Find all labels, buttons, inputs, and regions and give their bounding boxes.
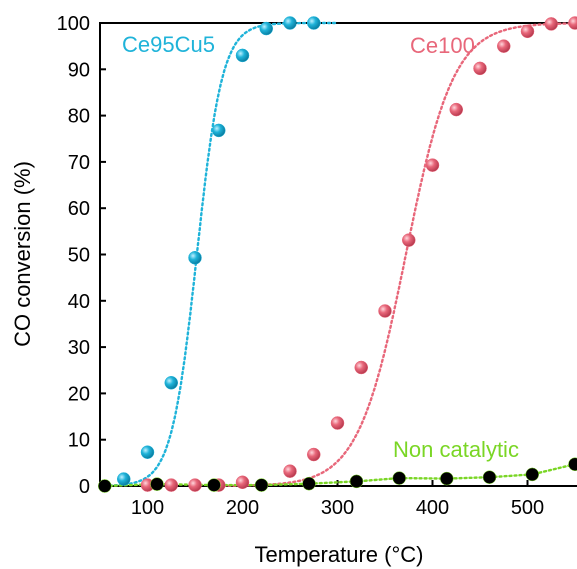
data-point [98,479,112,493]
y-tick-label: 90 [68,59,90,81]
data-point [164,376,178,390]
series-label-1: Ce100 [410,33,475,58]
data-point [568,16,577,30]
data-point [235,475,250,490]
series-labels: Ce95Cu5 Ce100 Non catalytic [122,32,519,462]
data-point [330,416,345,430]
data-point [207,478,221,492]
y-tick-label: 100 [57,13,90,35]
data-point [568,457,577,471]
x-tick-label: 300 [321,497,354,519]
y-tick-label: 30 [68,337,90,359]
data-points [98,16,577,493]
data-point [283,16,297,30]
data-point [482,470,497,484]
data-point [188,250,202,265]
y-tick-label: 70 [68,152,90,174]
data-point [425,158,440,172]
x-axis-label: Temperature (°C) [255,542,424,567]
data-point [497,39,511,53]
y-tick-label: 50 [68,245,90,267]
data-point [520,24,535,39]
series-label-2: Non catalytic [393,437,519,462]
x-tick-label: 500 [511,497,544,519]
y-tick-label: 0 [79,476,90,498]
data-point [392,471,406,485]
data-point [525,467,539,482]
y-tick-label: 60 [68,198,90,220]
data-point [440,471,454,486]
data-point [117,472,131,486]
fit-curve-0 [103,21,339,487]
fit-curve-1 [222,22,577,487]
axis-ticks: 100 200 300 400 500 0 10 20 30 40 50 60 70 80 90 100 [57,13,545,519]
data-point [302,476,316,491]
y-tick-label: 80 [68,106,90,128]
x-tick-label: 100 [131,497,164,519]
data-point [307,16,321,30]
series-label-0: Ce95Cu5 [122,32,215,57]
data-point [349,474,364,489]
data-point [140,445,155,459]
data-point [449,102,463,117]
data-point [473,61,487,76]
x-tick-label: 400 [416,497,449,519]
data-point [402,233,416,247]
data-point [378,304,392,318]
data-point [307,447,321,462]
fit-curves [103,21,577,488]
data-point [212,123,226,138]
data-point [150,477,164,491]
data-point [164,478,178,492]
y-axis-label: CO conversion (%) [10,161,35,347]
data-point [188,478,202,492]
data-point [254,478,269,492]
data-point [259,21,273,36]
data-point [354,360,368,375]
y-tick-label: 40 [68,291,90,313]
y-tick-label: 10 [68,430,90,452]
data-point [235,48,250,63]
y-tick-label: 20 [68,383,90,405]
x-tick-label: 200 [226,497,259,519]
data-point [544,17,558,31]
data-point [283,464,297,478]
